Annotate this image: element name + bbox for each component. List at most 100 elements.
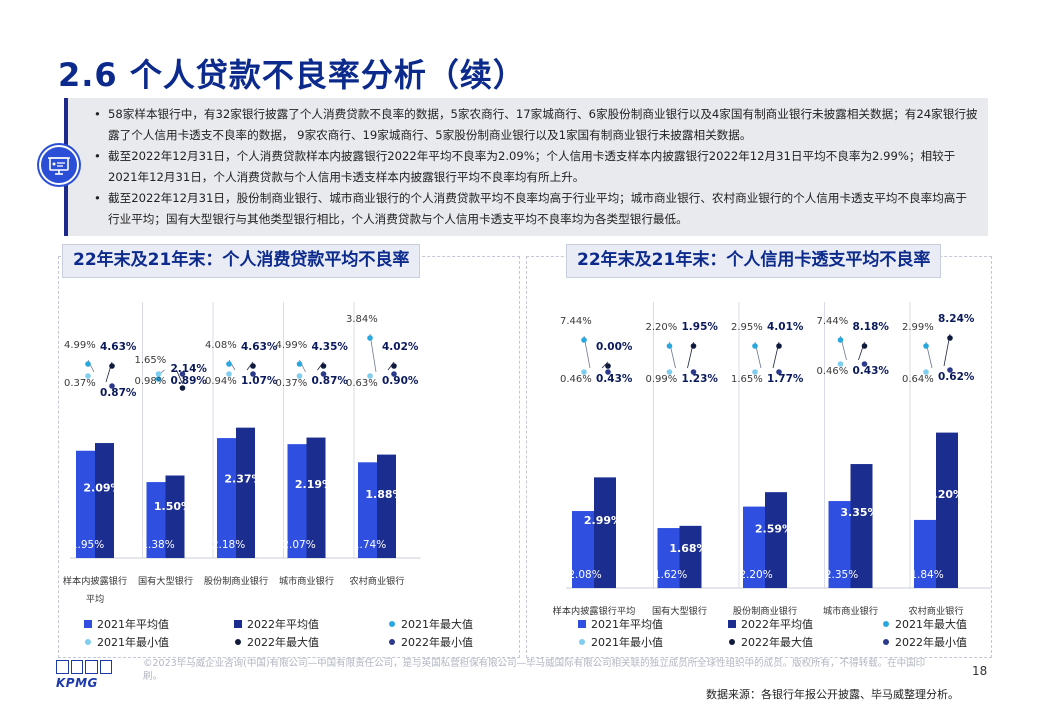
label-2021-min: 0.64% (902, 374, 934, 385)
dot-2021-min (367, 373, 373, 379)
page-number: 18 (972, 664, 988, 678)
legend-label: 2022年最大值 (741, 635, 813, 649)
dot-2021-min (752, 369, 758, 375)
right-chart-title: 22年末及21年末：个人信用卡透支平均不良率 (566, 244, 942, 278)
label-2022-min: 0.62% (938, 371, 975, 383)
dot-2022-min (690, 369, 697, 375)
label-2022-max: 8.24% (938, 313, 975, 325)
bar-2022-avg (165, 475, 185, 558)
label-2022-max: 4.35% (312, 341, 349, 353)
dot-2021-max (752, 343, 758, 349)
label-2022-min: 0.43% (596, 373, 633, 385)
dot-2021-max (837, 337, 844, 343)
bar-label-2021: 1.74% (353, 539, 386, 551)
bar-label-2021: 2.08% (568, 569, 601, 581)
legend-label: 2021年平均值 (97, 617, 169, 631)
dot-2022-min (861, 361, 868, 367)
dot-2021-max (226, 361, 232, 367)
dot-2022-min (179, 371, 186, 377)
legend-swatch (389, 621, 395, 627)
legend-swatch (728, 620, 736, 628)
bar-2022-avg (850, 464, 873, 588)
label-2021-max: 7.44% (817, 316, 849, 327)
dot-2022-max (947, 335, 953, 341)
legend-swatch (84, 620, 92, 628)
label-2021-min: 0.37% (276, 378, 308, 389)
category-label: 样本内披露银行平均 (553, 605, 636, 617)
category-label: 股份制商业银行 (733, 605, 797, 617)
bar-label-2021: 2.35% (825, 569, 858, 581)
dot-2021-max (155, 376, 162, 382)
dot-2022-max (861, 343, 868, 349)
bar-2022-avg (306, 437, 326, 558)
label-2022-max: 2.14% (171, 363, 208, 375)
summary-box: 58家样本银行中，有32家银行披露了个人消费贷款不良率的数据，5家农商行、17家… (64, 98, 988, 236)
dot-2022-max (320, 363, 327, 369)
summary-bullet-3: 截至2022年12月31日，股份制商业银行、城市商业银行的个人消费贷款平均不良率… (94, 188, 978, 230)
bar-label-2022: 2.59% (755, 522, 793, 535)
label-2022-max: 0.00% (596, 341, 633, 353)
legend-label: 2022年平均值 (247, 617, 319, 631)
range-line-2022 (387, 361, 395, 371)
legend-label: 2021年平均值 (591, 617, 663, 631)
label-2021-max: 2.20% (646, 322, 678, 333)
label-2021-min: 0.37% (64, 378, 96, 389)
dot-2022-min (605, 369, 611, 375)
data-source: 数据来源：各银行年报公开披露、毕马威整理分析。 (706, 688, 959, 701)
label-2022-max: 1.95% (682, 321, 719, 333)
label-2021-max: 3.84% (346, 314, 378, 325)
category-label: 城市商业银行 (279, 575, 334, 587)
range-line-2022 (176, 369, 183, 385)
bar-label-2021: 1.62% (654, 569, 687, 581)
presentation-icon (39, 145, 79, 185)
bar-2021-avg (828, 501, 851, 588)
label-2022-min: 1.23% (682, 373, 719, 385)
category-label: 平均 (86, 593, 104, 605)
legend-label: 2021年最小值 (97, 635, 169, 649)
legend-label: 2021年最大值 (401, 617, 473, 631)
summary-bullet-2: 截至2022年12月31日，个人消费贷款样本内披露银行2022年平均不良率为2.… (94, 146, 978, 188)
dot-2021-min (923, 369, 929, 375)
bar-2021-avg (358, 462, 377, 558)
legend-swatch (578, 620, 586, 628)
dot-2021-max (581, 337, 587, 343)
dot-2022-min (776, 369, 782, 375)
dot-2021-max (923, 343, 929, 349)
dot-2022-min (109, 383, 115, 389)
dot-2022-max (776, 343, 782, 349)
bar-label-2022: 1.68% (669, 542, 707, 555)
dot-2021-min (837, 361, 844, 367)
label-2021-max: 2.99% (902, 322, 934, 333)
category-label: 农村商业银行 (349, 575, 404, 587)
label-2021-max: 2.95% (731, 322, 763, 333)
label-2022-min: 0.43% (853, 365, 890, 377)
legend-label: 2022年最小值 (401, 635, 473, 649)
dot-2021-min (296, 373, 303, 379)
dot-2021-max (296, 361, 303, 367)
bar-label-2021: 1.84% (910, 569, 943, 581)
dot-2022-max (605, 363, 611, 369)
category-label: 国有大型银行 (138, 575, 193, 587)
dot-2022-min (320, 371, 327, 377)
dot-2022-min (391, 371, 397, 377)
category-label: 城市商业银行 (823, 605, 878, 617)
dot-2021-max (85, 361, 91, 367)
legend-swatch (234, 620, 242, 628)
bar-label-2022: 3.35% (840, 506, 878, 519)
legend-label: 2021年最大值 (895, 617, 967, 631)
label-2021-max: 4.99% (64, 340, 96, 351)
bar-2021-avg (743, 506, 765, 588)
label-2021-min: 0.99% (646, 374, 678, 385)
copyright-text: ©2023毕马威企业咨询(中国)有限公司—中国有限责任公司，是与英国私营担保有限… (143, 658, 926, 682)
bar-label-2021: 1.95% (71, 539, 104, 551)
label-2021-min: 0.98% (135, 376, 167, 387)
bar-label-2022: 2.09% (83, 481, 121, 494)
legend-label: 2021年最小值 (591, 635, 663, 649)
label-2021-max: 7.44% (560, 316, 592, 327)
label-2021-min: 0.46% (560, 374, 592, 385)
label-2021-max: 4.08% (205, 340, 237, 351)
dot-2021-min (581, 369, 587, 375)
legend-swatch (883, 621, 889, 627)
label-2022-max: 4.01% (767, 321, 804, 333)
category-label: 股份制商业银行 (204, 575, 268, 587)
